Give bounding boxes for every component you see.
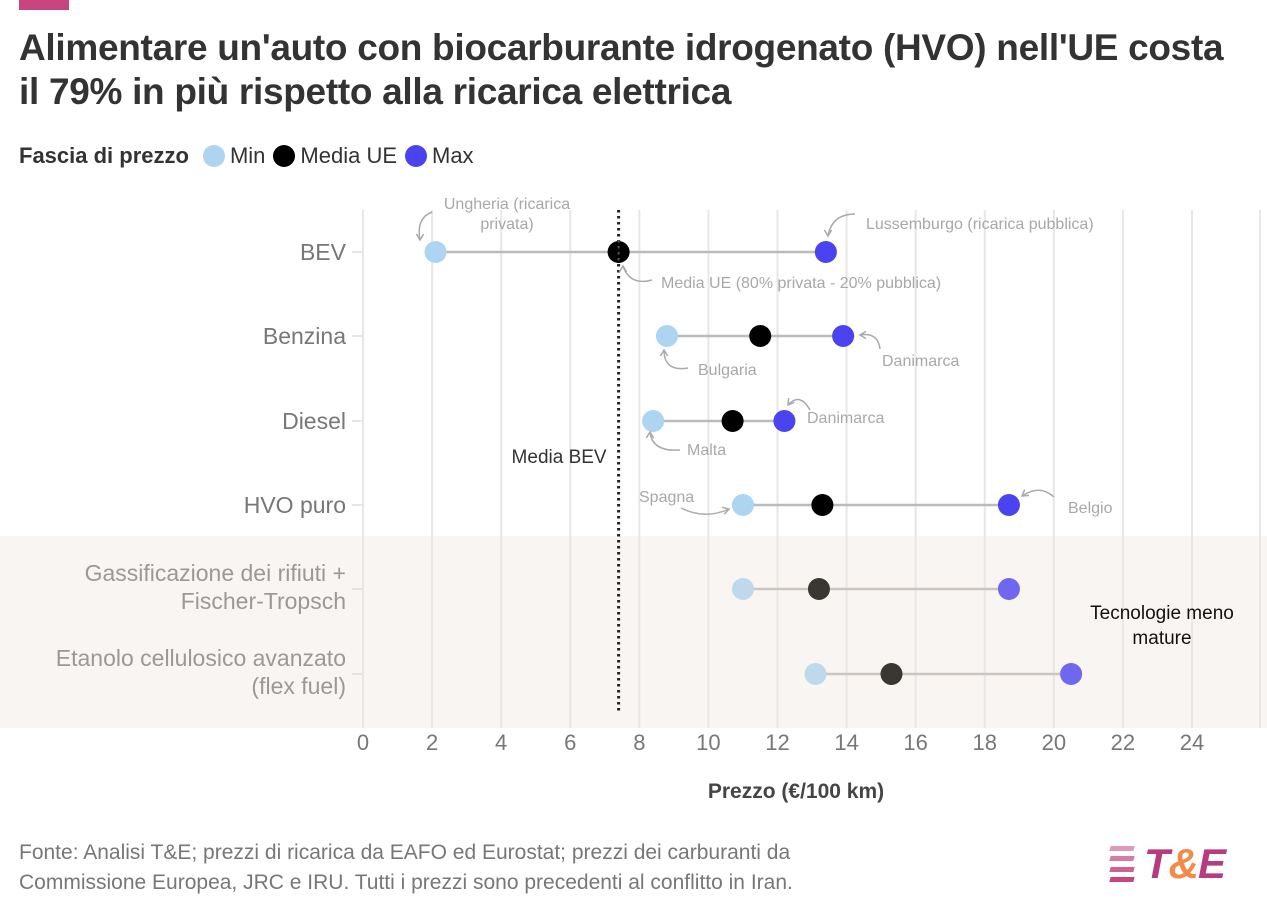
logo-text: T&E [1144,840,1226,887]
point-min [731,494,754,516]
annotation-label: Bulgaria [698,362,757,379]
annotation-arrow [787,398,811,411]
point-max [832,325,855,347]
annotation-label: Media UE (80% privata - 20% pubblica) [661,275,941,292]
annotation-arrow [622,265,653,283]
legend-label-max: Max [432,143,474,168]
point-media [811,494,834,516]
category-label: Etanolo cellulosico avanzato [56,645,346,671]
annotation-arrowhead [722,506,731,515]
accent-bar [19,0,69,10]
point-max [997,578,1020,600]
annotation-label: Danimarca [807,410,884,427]
legend-label-media: Media UE [300,143,397,168]
category-label: Gassificazione dei rifiuti + [85,560,346,586]
x-tick-label: 22 [1111,730,1135,755]
annotation-label: Spagna [639,489,694,506]
x-axis-label: Prezzo (€/100 km) [708,780,884,803]
legend: Fascia di prezzo Min Media UE Max [19,143,478,169]
x-tick-label: 0 [357,730,369,755]
point-min [804,663,827,685]
te-logo: T&E [1109,840,1226,888]
point-min [655,325,678,347]
annotation-label: Belgio [1068,500,1113,517]
annotation-arrow [1021,489,1055,498]
category-label: Fischer-Tropsch [181,588,346,614]
annotation-label: privata) [480,216,533,233]
x-tick-label: 24 [1180,730,1204,755]
point-max [773,410,796,432]
point-media [749,325,772,347]
annotation-arrowhead [787,397,795,407]
x-tick-label: 12 [765,730,789,755]
category-label: HVO puro [244,492,346,518]
annotation-arrowhead [858,330,867,340]
annotation-label: Ungheria (ricarica [444,196,570,213]
point-min [731,578,754,600]
x-tick-label: 16 [903,730,927,755]
source-line-1: Fonte: Analisi T&E; prezzi di ricarica d… [19,841,791,864]
x-tick-label: 14 [834,730,858,755]
legend-item-media: Media UE [269,143,397,169]
point-media [721,410,744,432]
x-tick-label: 20 [1042,730,1066,755]
legend-item-min: Min [199,143,265,169]
logo-stripes-icon [1109,846,1135,882]
shaded-group-label: Tecnologie meno [1090,603,1234,624]
source-line-2: Commissione Europea, JRC e IRU. Tutti i … [19,871,793,894]
annotation-arrowhead [415,233,425,242]
legend-item-max: Max [401,143,474,169]
annotation-arrow [680,507,730,515]
category-label: BEV [300,239,347,265]
category-label: (flex fuel) [251,673,346,699]
point-media [807,578,830,600]
annotation-arrow [649,431,681,451]
shaded-group-label: mature [1132,628,1191,649]
annotation-label: Lussemburgo (ricarica pubblica) [866,216,1094,233]
x-tick-label: 2 [426,730,438,755]
reference-line-label: Media BEV [512,447,607,468]
annotation-arrow [827,213,856,237]
legend-swatch-min [202,145,225,167]
legend-swatch-max [405,145,427,167]
annotation-label: Malta [687,442,726,459]
legend-label-min: Min [229,143,266,168]
point-max [1060,663,1083,685]
point-max [814,241,837,263]
annotation-arrowhead [645,430,655,439]
chart-title: Alimentare un'auto con biocarburante idr… [19,27,1224,112]
category-label: Diesel [282,408,346,434]
annotation-arrowhead [659,348,669,357]
point-media [880,663,903,685]
x-tick-label: 18 [973,730,997,755]
annotation-arrow [859,333,881,350]
annotation-label: Danimarca [882,353,959,370]
annotation-arrow [663,349,689,370]
x-tick-label: 8 [633,730,645,755]
annotation-arrowhead [823,229,833,238]
x-tick-label: 6 [564,730,576,755]
legend-title: Fascia di prezzo [19,143,189,168]
point-min [424,241,447,263]
x-tick-label: 4 [495,730,507,755]
annotation-arrowhead [618,264,628,273]
source-note: Fonte: Analisi T&E; prezzi di ricarica d… [19,838,1019,898]
point-max [997,494,1020,516]
shaded-band-less-mature [0,536,1267,728]
category-label: Benzina [263,323,346,349]
annotation-arrowhead [1020,489,1030,497]
legend-swatch-media [273,145,296,167]
annotation-arrow [418,211,433,241]
x-tick-label: 10 [696,730,720,755]
point-min [642,410,665,432]
